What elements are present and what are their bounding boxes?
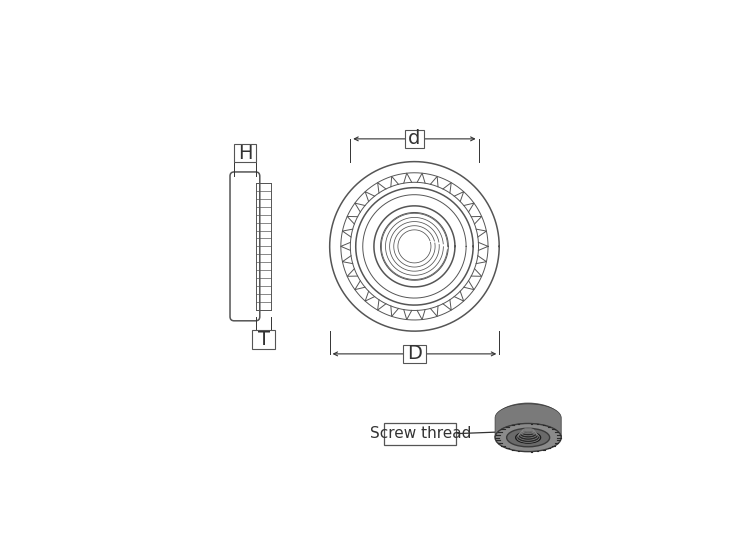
FancyBboxPatch shape — [384, 423, 456, 445]
Text: d: d — [408, 129, 421, 148]
Text: D: D — [407, 344, 422, 364]
Text: Screw thread: Screw thread — [370, 426, 471, 441]
Text: H: H — [238, 144, 252, 163]
FancyBboxPatch shape — [403, 345, 425, 363]
Text: T: T — [258, 330, 269, 349]
Ellipse shape — [515, 432, 541, 443]
FancyBboxPatch shape — [234, 144, 256, 162]
FancyBboxPatch shape — [253, 330, 274, 349]
FancyBboxPatch shape — [405, 130, 425, 148]
Ellipse shape — [495, 424, 561, 452]
Ellipse shape — [496, 403, 560, 433]
Polygon shape — [495, 404, 561, 438]
FancyBboxPatch shape — [230, 172, 260, 321]
Ellipse shape — [507, 429, 550, 447]
